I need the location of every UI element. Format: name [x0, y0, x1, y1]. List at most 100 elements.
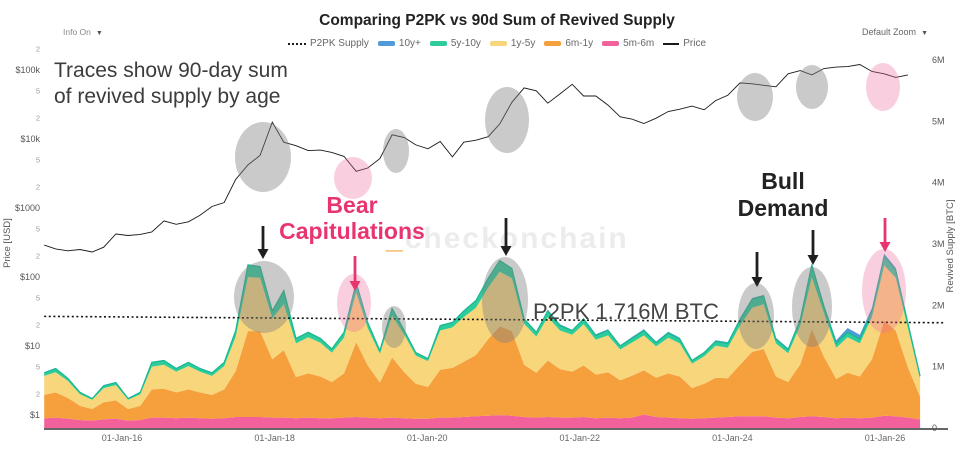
legend-label: 5y-10y — [450, 38, 481, 49]
arrow-head-4 — [807, 255, 819, 265]
legend-label: 6m-1y — [565, 38, 594, 49]
arrow-head-5 — [879, 242, 891, 252]
legend-swatch-swatch — [377, 41, 395, 46]
chart-legend: P2PK Supply 10y+ 5y-10y 1y-5y 6m-1y 5m-6m Pric… — [44, 38, 950, 49]
legend-item-5m-6m[interactable]: 5m-6m — [602, 38, 654, 49]
x-axis-tick-01-Jan-26: 01-Jan-26 — [865, 433, 906, 443]
legend-item-5y-10y[interactable]: 5y-10y — [429, 38, 481, 49]
left-axis-tick-$10k: $10k — [20, 134, 40, 144]
left-axis-tick-$100k: $100k — [15, 65, 40, 75]
legend-swatch-swatch — [489, 41, 507, 46]
left-axis-title: Price [USD] — [2, 218, 13, 268]
legend-item-10y+[interactable]: 10y+ — [377, 38, 421, 49]
highlight-ellipse-gray-9 — [382, 306, 406, 348]
left-axis-minor-tick-10: 2 — [36, 390, 40, 399]
right-axis-tick-3M: 3M — [932, 239, 945, 249]
area-top-outline — [43, 254, 921, 400]
right-axis-tick-5M: 5M — [932, 116, 945, 126]
annotation-traces-line1: Traces show 90-day sum — [54, 59, 288, 82]
price-line — [44, 64, 908, 253]
annotation-traces-note: Traces show 90-day sum of revived supply… — [54, 58, 288, 110]
left-axis-minor-tick-9: 5 — [36, 362, 40, 371]
left-axis-tick-$10: $10 — [25, 341, 40, 351]
left-axis-minor-tick-0: 2 — [36, 45, 40, 54]
left-axis-minor-tick-5: 5 — [36, 224, 40, 233]
arrow-head-1 — [349, 281, 361, 291]
right-axis-tick-2M: 2M — [932, 300, 945, 310]
highlight-ellipse-pink-6 — [866, 63, 900, 111]
watermark-text: checkonchain — [404, 222, 629, 255]
highlight-ellipse-gray-3 — [485, 87, 529, 153]
legend-swatch-line — [663, 42, 680, 45]
annotation-traces-line2: of revived supply by age — [54, 85, 281, 108]
x-axis-tick-01-Jan-16: 01-Jan-16 — [102, 433, 143, 443]
legend-label: Price — [683, 38, 707, 49]
highlight-ellipse-gray-5 — [796, 65, 828, 109]
area-band-1y-5y — [44, 265, 921, 409]
x-axis-tick-01-Jan-22: 01-Jan-22 — [560, 433, 601, 443]
annotation-bear-capitulations: Bear Capitulations — [232, 192, 472, 244]
arrow-head-0 — [257, 249, 269, 259]
highlight-ellipse-gray-0 — [235, 122, 291, 192]
left-axis-minor-tick-3: 5 — [36, 155, 40, 164]
x-axis-tick-01-Jan-24: 01-Jan-24 — [712, 433, 753, 443]
right-axis-tick-6M: 6M — [932, 55, 945, 65]
left-axis-minor-tick-6: 2 — [36, 252, 40, 261]
zoom-selector[interactable]: Default Zoom ▼ — [862, 27, 928, 37]
highlight-ellipse-gray-4 — [737, 73, 773, 121]
legend-item-p2pk-supply[interactable]: P2PK Supply — [287, 38, 369, 49]
left-axis-minor-tick-2: 2 — [36, 114, 40, 123]
p2pk-dotted-line — [44, 315, 946, 324]
highlight-ellipse-gray-12 — [792, 267, 832, 347]
right-axis-tick-1M: 1M — [932, 362, 945, 372]
area-band-6m-1y — [44, 320, 921, 421]
chevron-down-icon: ▼ — [921, 30, 928, 37]
left-axis-tick-$1: $1 — [30, 410, 40, 420]
annotation-p2pk-supply-label: P2PK 1.716M BTC — [533, 299, 719, 324]
legend-item-1y-5y[interactable]: 1y-5y — [489, 38, 536, 49]
highlight-ellipse-gray-10 — [482, 257, 528, 343]
annotation-bull-line2: Demand — [737, 195, 829, 221]
watermark: _checkonchain — [386, 222, 629, 256]
watermark-underscore: _ — [386, 222, 405, 255]
info-toggle[interactable]: Info On ▼ — [63, 27, 103, 37]
right-axis-title: Revived Supply [BTC] — [945, 200, 956, 293]
left-axis-tick-$100: $100 — [20, 272, 40, 282]
left-axis-minor-tick-4: 2 — [36, 183, 40, 192]
right-axis-tick-4M: 4M — [932, 178, 945, 188]
right-axis-tick-0: 0 — [932, 423, 937, 433]
highlight-ellipse-pink-13 — [862, 249, 906, 333]
arrow-head-3 — [751, 277, 763, 287]
legend-swatch-swatch — [544, 41, 562, 46]
left-axis-minor-tick-7: 5 — [36, 293, 40, 302]
chevron-down-icon: ▼ — [95, 30, 103, 37]
left-axis-tick-$1000: $1000 — [15, 203, 40, 213]
legend-item-6m-1y[interactable]: 6m-1y — [544, 38, 593, 49]
legend-label: 1y-5y — [510, 38, 536, 49]
annotation-bull-line1: Bull — [761, 168, 805, 194]
highlight-ellipse-pink-8 — [337, 274, 371, 332]
legend-label: P2PK Supply — [309, 38, 369, 49]
legend-item-price[interactable]: Price — [663, 38, 706, 49]
x-axis-tick-01-Jan-18: 01-Jan-18 — [254, 433, 295, 443]
left-axis-minor-tick-8: 2 — [36, 321, 40, 330]
area-band-5m-6m — [44, 414, 921, 428]
annotation-bear-line1: Bear — [326, 192, 378, 218]
zoom-selector-label: Default Zoom — [862, 27, 917, 37]
x-axis-tick-01-Jan-20: 01-Jan-20 — [407, 433, 448, 443]
legend-label: 10y+ — [398, 38, 421, 49]
legend-label: 5m-6m — [623, 38, 655, 49]
legend-swatch-swatch — [429, 41, 447, 46]
highlight-ellipse-gray-11 — [738, 283, 774, 349]
legend-swatch-swatch — [602, 41, 620, 46]
chart-title: Comparing P2PK vs 90d Sum of Revived Sup… — [319, 12, 675, 29]
arrow-head-2 — [500, 246, 512, 256]
highlight-ellipse-gray-2 — [383, 129, 409, 173]
legend-swatch-dotted — [287, 42, 306, 45]
annotation-bull-demand: Bull Demand — [703, 168, 863, 222]
left-axis-minor-tick-1: 5 — [36, 86, 40, 95]
info-toggle-label: Info On — [63, 27, 91, 37]
highlight-ellipse-gray-7 — [234, 261, 294, 333]
